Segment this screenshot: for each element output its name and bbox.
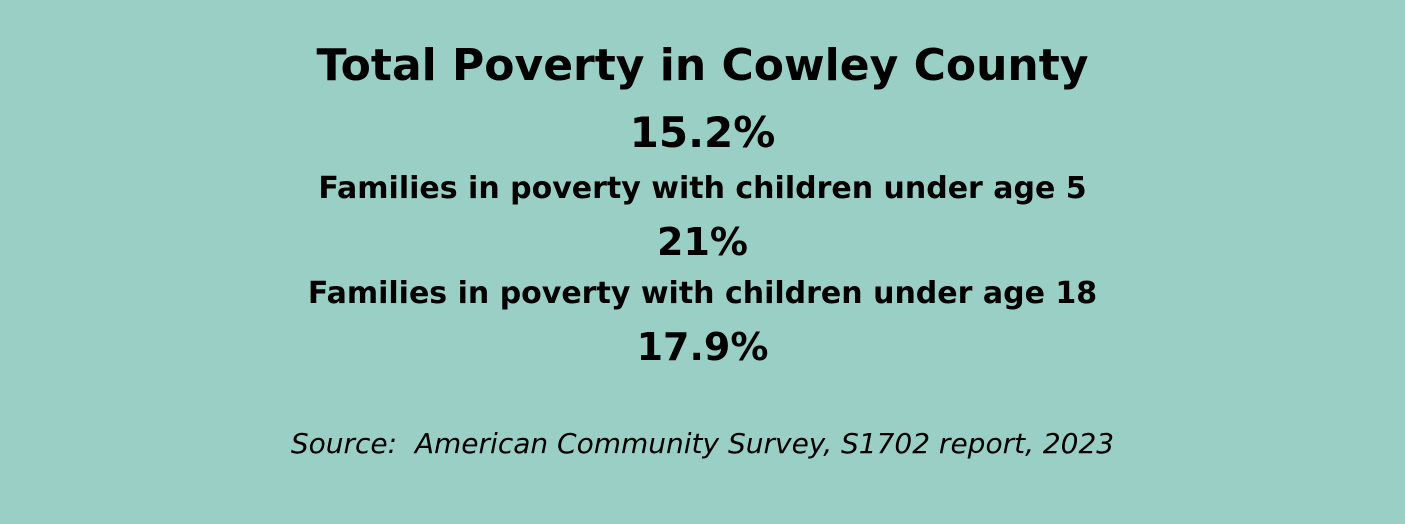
total-poverty-value: 15.2%	[629, 108, 776, 157]
stat-value-under-18: 17.9%	[636, 325, 769, 369]
page-title: Total Poverty in Cowley County	[316, 40, 1089, 91]
stat-value-under-5: 21%	[657, 220, 748, 264]
stat-label-under-5: Families in poverty with children under …	[318, 171, 1087, 206]
stat-label-under-18: Families in poverty with children under …	[307, 276, 1098, 311]
source-citation: Source: American Community Survey, S1702…	[290, 427, 1115, 460]
